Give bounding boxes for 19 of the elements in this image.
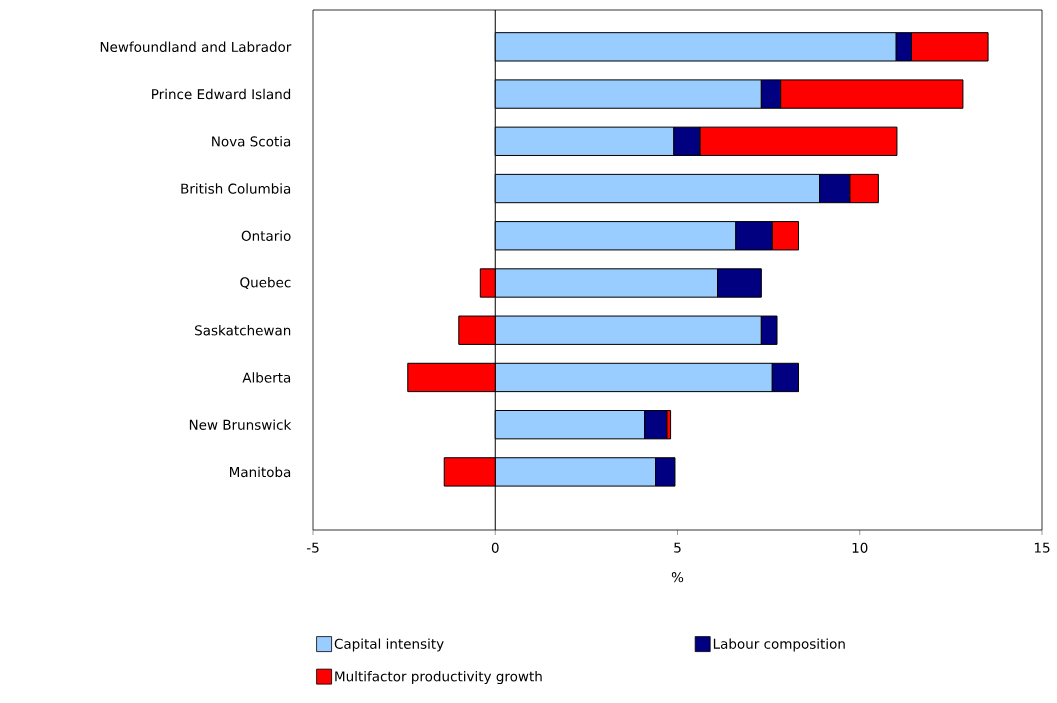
y-tick-label: British Columbia	[181, 183, 291, 194]
x-tick-label: 10	[852, 542, 868, 553]
y-tick-label: Alberta	[242, 372, 291, 383]
x-axis-title: %	[671, 572, 684, 583]
y-tick-label: Ontario	[241, 230, 291, 241]
y-tick-label: Saskatchewan	[195, 325, 291, 336]
y-tick-label: Newfoundland and Labrador	[100, 41, 292, 53]
y-tick-label: Manitoba	[230, 466, 291, 478]
y-tick-label: Prince Edward Island	[152, 88, 291, 100]
y-tick-label: Quebec	[240, 277, 291, 289]
legend-label: Labour composition	[713, 638, 845, 652]
y-tick-label: Nova Scotia	[212, 136, 291, 147]
legend-label: Multifactor productivity growth	[335, 671, 542, 685]
x-tick-label: -5	[306, 542, 319, 553]
x-tick-label: 5	[674, 542, 681, 553]
y-tick-label: New Brunswick	[189, 419, 292, 430]
x-tick-label: 15	[1034, 542, 1050, 553]
x-tick-label: 0	[491, 542, 499, 553]
legend-label: Capital intensity	[334, 638, 444, 652]
